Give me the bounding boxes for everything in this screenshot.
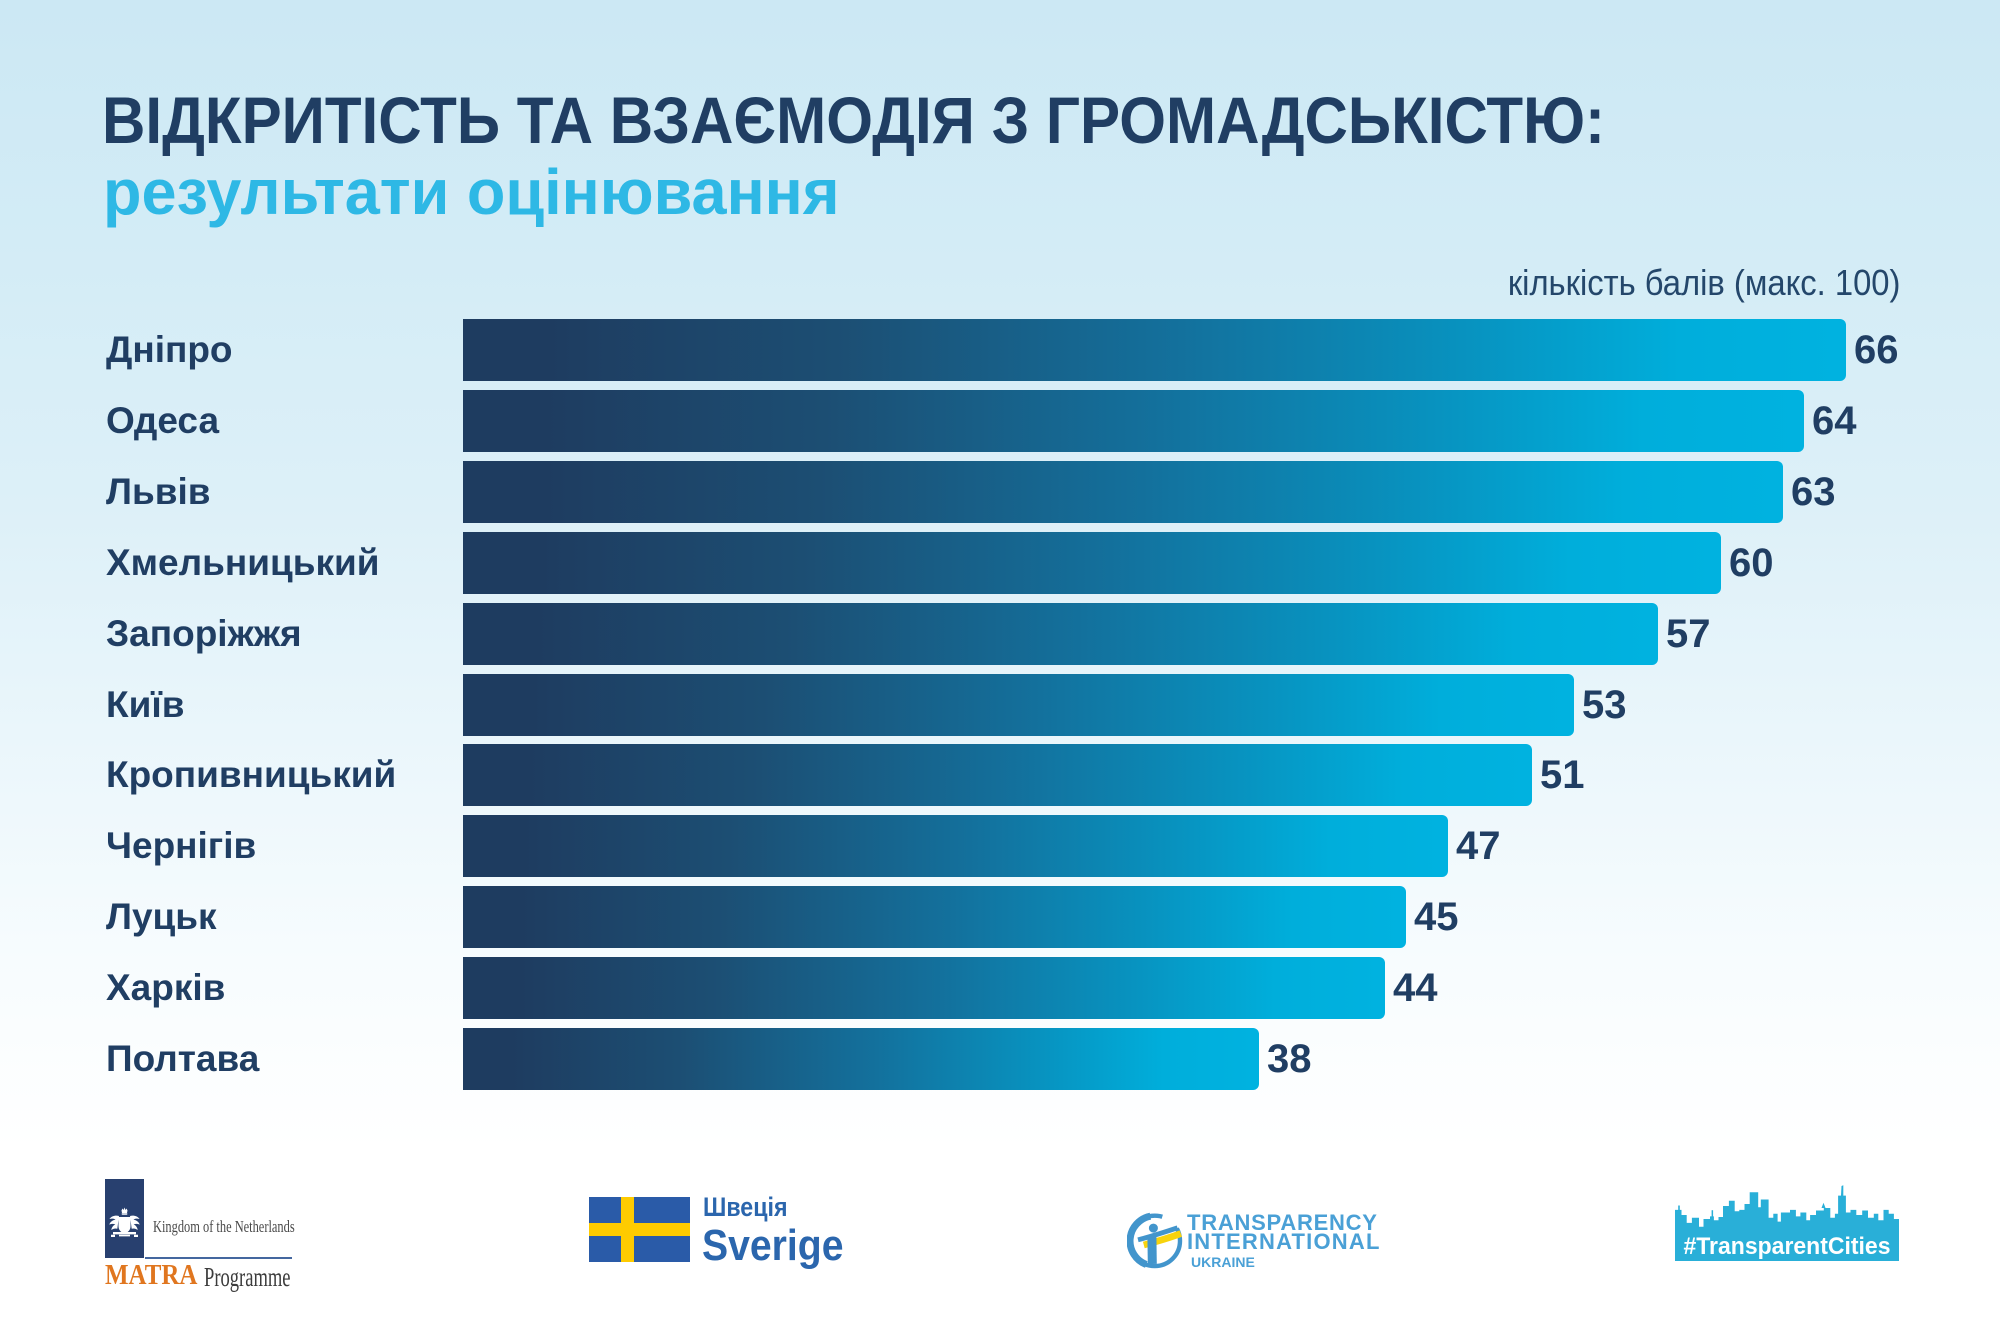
svg-text:#TransparentCities: #TransparentCities xyxy=(1684,1233,1891,1260)
